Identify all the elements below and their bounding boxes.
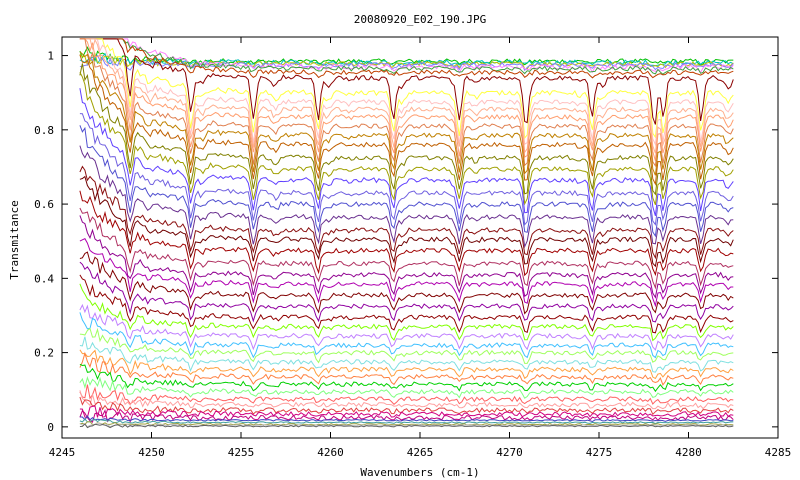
series-line [79,215,734,299]
series-line [79,51,734,176]
x-tick-label: 4275 [586,446,613,459]
series-line [79,363,734,393]
y-tick-label: 0.4 [34,272,54,285]
x-tick-label: 4250 [138,446,165,459]
series-line [79,396,734,416]
y-tick-label: 0.2 [34,347,54,360]
series-line [79,376,734,399]
series-line [79,38,734,168]
series-line [79,421,734,426]
series-line [79,409,734,424]
series-line [79,390,734,410]
series-line [79,38,734,140]
series-line [79,351,734,386]
x-tick-label: 4265 [407,446,434,459]
series-line [79,38,734,154]
series-line [79,54,734,186]
x-axis: 4245 4250 4255 4260 4265 4270 4275 4280 4285 [49,37,792,459]
series-line [79,38,734,75]
chart-title: 20080920_E02_190.JPG [354,13,486,26]
series-line [79,38,734,125]
series-line [79,190,734,277]
x-tick-label: 4285 [765,446,792,459]
y-tick-label: 0.6 [34,198,54,211]
series-line [79,251,734,315]
series-line [79,63,734,196]
series-line [79,336,734,373]
series-line [79,238,734,308]
series-line [79,283,734,342]
x-tick-label: 4260 [317,446,344,459]
series-line [79,38,734,79]
series-line [79,261,734,323]
series-line [79,38,734,161]
series-line [79,303,734,351]
series-line [79,415,734,423]
plot-series-group [79,38,734,429]
y-tick-label: 0.8 [34,124,54,137]
series-line [79,71,734,206]
series-line [79,113,734,226]
y-axis: 0 0.2 0.4 0.6 0.8 1 [34,50,778,434]
series-line [79,418,734,425]
x-axis-label: Wavenumbers (cm-1) [360,466,479,479]
series-line [79,423,734,429]
series-line [79,88,734,216]
series-line [79,165,734,260]
series-line [79,207,734,290]
x-tick-label: 4280 [675,446,702,459]
y-axis-label: Transmitance [8,200,21,279]
series-line [79,405,734,418]
x-tick-label: 4255 [228,446,255,459]
series-line [79,312,734,359]
y-tick-label: 1 [47,50,54,63]
series-line [79,349,734,380]
y-tick-label: 0 [47,421,54,434]
series-line [79,145,734,249]
series-line [79,327,734,364]
series-line [79,175,734,268]
series-line [79,54,734,72]
x-tick-label: 4270 [496,446,523,459]
series-line [79,125,734,238]
x-tick-label: 4245 [49,446,76,459]
series-line [79,384,734,405]
series-line [79,274,734,334]
